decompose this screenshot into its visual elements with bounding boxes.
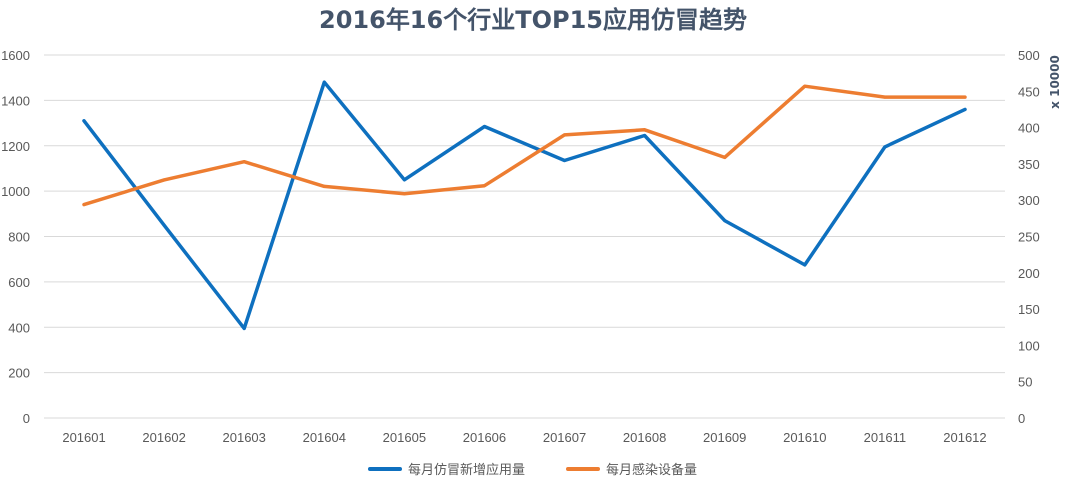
data-point [803, 263, 807, 267]
y-axis-right-unit: x 10000 [1048, 55, 1062, 109]
data-point [242, 326, 246, 330]
y-left-tick-label: 600 [8, 275, 30, 290]
y-right-tick-label: 100 [1018, 338, 1040, 353]
x-tick-label: 201611 [864, 430, 906, 445]
data-point [723, 155, 727, 159]
y-left-tick-label: 1600 [1, 48, 30, 63]
gridlines [44, 54, 1005, 419]
data-point [883, 145, 887, 149]
data-point [242, 160, 246, 164]
data-point [82, 119, 86, 123]
data-point [963, 107, 967, 111]
data-point [563, 158, 567, 162]
y-left-tick-label: 200 [8, 366, 30, 381]
data-point [723, 219, 727, 223]
x-tick-label: 201606 [463, 430, 506, 445]
y-right-tick-label: 350 [1018, 157, 1040, 172]
data-point [803, 84, 807, 88]
x-tick-label: 201605 [383, 430, 426, 445]
y-right-tick-label: 400 [1018, 121, 1040, 136]
y-right-tick-label: 450 [1018, 84, 1040, 99]
y-left-tick-label: 1400 [1, 93, 30, 108]
data-point [402, 178, 406, 182]
series-lines [82, 80, 967, 331]
y-right-tick-label: 300 [1018, 193, 1040, 208]
y-right-tick-label: 150 [1018, 302, 1040, 317]
legend: 每月仿冒新增应用量 每月感染设备量 [368, 462, 697, 478]
y-right-tick-label: 0 [1018, 411, 1025, 426]
data-point [643, 128, 647, 132]
data-point [162, 223, 166, 227]
x-tick-label: 201603 [223, 430, 266, 445]
y-left-tick-label: 0 [23, 411, 30, 426]
data-point [563, 133, 567, 137]
y-right-tick-label: 500 [1018, 48, 1040, 63]
y-left-tick-label: 400 [8, 320, 30, 335]
y-right-tick-label: 200 [1018, 266, 1040, 281]
x-tick-label: 201608 [623, 430, 666, 445]
data-point [482, 124, 486, 128]
x-tick-label: 201602 [142, 430, 185, 445]
y-left-tick-label: 800 [8, 230, 30, 245]
x-axis: 201601 201602 201603 201604 201605 201606 2016… [62, 430, 986, 445]
legend-label-1: 每月感染设备量 [606, 462, 697, 478]
y-right-tick-label: 50 [1018, 375, 1032, 390]
data-point [322, 80, 326, 84]
data-point [482, 184, 486, 188]
y-left-tick-label: 1200 [1, 139, 30, 154]
x-tick-label: 201601 [62, 430, 105, 445]
data-point [643, 134, 647, 138]
y-left-tick-label: 1000 [1, 184, 30, 199]
chart-title: 2016年16个行业TOP15应用仿冒趋势 [319, 6, 747, 34]
x-tick-label: 201607 [543, 430, 586, 445]
data-point [322, 184, 326, 188]
data-point [963, 95, 967, 99]
data-point [162, 178, 166, 182]
x-tick-label: 201604 [303, 430, 346, 445]
y-right-tick-label: 250 [1018, 230, 1040, 245]
x-tick-label: 201612 [943, 430, 986, 445]
series-line-1 [82, 84, 967, 207]
data-point [402, 192, 406, 196]
series-line-0 [82, 80, 967, 331]
y-axis-left: 0 200 400 600 800 1000 1200 1400 1600 [1, 48, 30, 426]
y-axis-right: 0 50 100 150 200 250 300 350 400 450 500 [1018, 48, 1040, 426]
legend-label-0: 每月仿冒新增应用量 [408, 462, 525, 478]
x-tick-label: 201610 [783, 430, 826, 445]
data-point [883, 95, 887, 99]
data-point [82, 203, 86, 207]
x-tick-label: 201609 [703, 430, 746, 445]
